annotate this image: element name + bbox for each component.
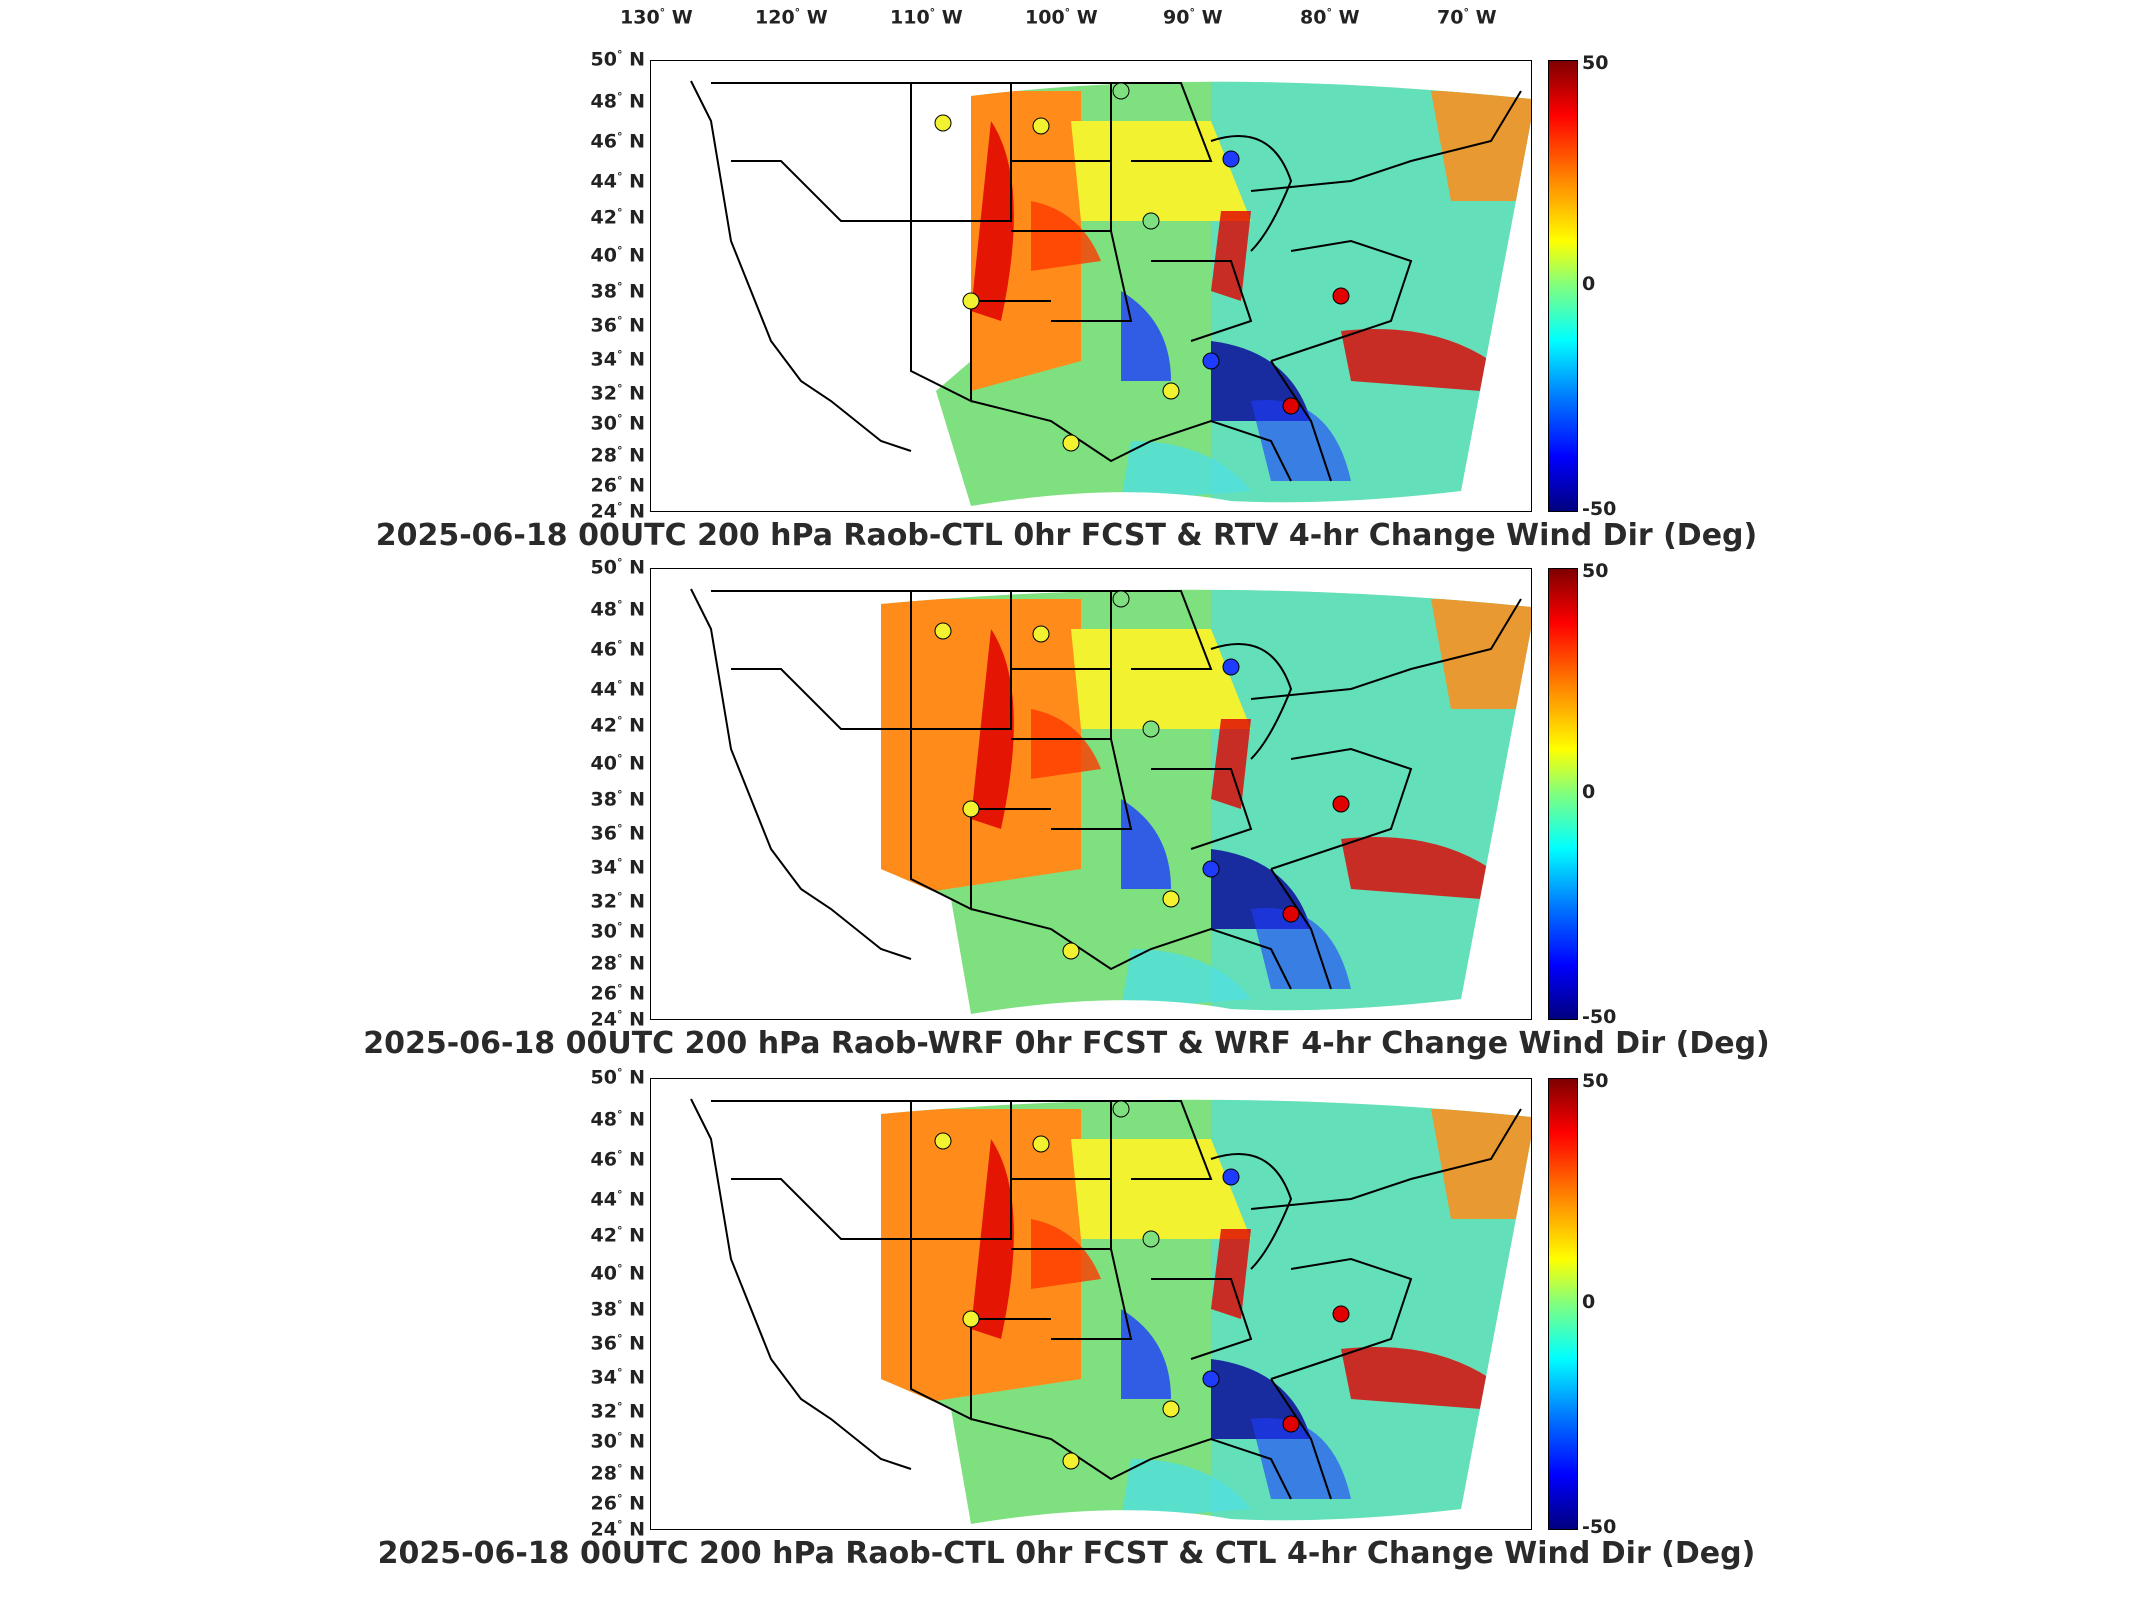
lat-tick: 38° N [590,788,645,811]
wind-direction-map [690,588,1531,1014]
colorbar [1548,568,1578,1020]
lat-tick: 44° N [590,678,645,701]
lat-tick: 32° N [590,1400,645,1423]
panel-title: 2025-06-18 00UTC 200 hPa Raob-CTL 0hr FC… [375,518,1758,553]
lat-tick: 46° N [590,130,645,153]
lat-tick: 44° N [590,1188,645,1211]
lon-tick: 80° W [1300,6,1360,29]
raob-stations [934,1100,1350,1470]
lat-tick: 26° N [590,474,645,497]
lat-tick: 28° N [590,952,645,975]
lon-tick: 70° W [1437,6,1497,29]
lat-tick: 48° N [590,1108,645,1131]
lat-tick: 26° N [590,1492,645,1515]
lat-tick: 42° N [590,714,645,737]
colorbar-max-label: 50 [1582,560,1609,582]
state-boundaries [690,80,1522,482]
map-frame [650,568,1532,1020]
colorbar-mid-label: 0 [1582,1291,1596,1313]
lon-tick: 120° W [755,6,828,29]
lat-tick: 46° N [590,1148,645,1171]
colorbar [1548,60,1578,512]
model-domain-field [881,589,1531,1014]
lat-tick: 36° N [590,1332,645,1355]
wind-direction-map [690,80,1531,506]
lat-tick: 42° N [590,1224,645,1247]
lat-tick: 40° N [590,752,645,775]
lat-tick: 38° N [590,1298,645,1321]
lat-tick: 30° N [590,412,645,435]
lon-tick: 110° W [890,6,963,29]
lat-tick: 50° N [590,1066,645,1089]
lat-tick: 36° N [590,314,645,337]
lat-tick: 28° N [590,444,645,467]
colorbar-min-label: -50 [1582,1516,1617,1538]
map-frame [650,1078,1532,1530]
lat-tick: 24° N [590,1008,645,1031]
colorbar-max-label: 50 [1582,1070,1609,1092]
state-boundaries [690,1098,1522,1500]
lat-tick: 28° N [590,1462,645,1485]
lon-tick: 100° W [1025,6,1098,29]
lat-tick: 30° N [590,920,645,943]
lat-tick: 46° N [590,638,645,661]
lat-tick: 44° N [590,170,645,193]
model-domain-field [881,1099,1531,1524]
lat-tick: 30° N [590,1430,645,1453]
colorbar-mid-label: 0 [1582,781,1596,803]
lat-tick: 34° N [590,1366,645,1389]
lat-tick: 48° N [590,598,645,621]
lat-tick: 42° N [590,206,645,229]
lat-tick: 40° N [590,1262,645,1285]
lat-tick: 40° N [590,244,645,267]
lat-tick: 26° N [590,982,645,1005]
lat-tick: 32° N [590,382,645,405]
colorbar [1548,1078,1578,1530]
panel-title: 2025-06-18 00UTC 200 hPa Raob-WRF 0hr FC… [363,1026,1770,1061]
lat-tick: 36° N [590,822,645,845]
lat-tick: 24° N [590,1518,645,1541]
state-boundaries [690,588,1522,990]
lon-tick: 90° W [1163,6,1223,29]
lat-tick: 50° N [590,556,645,579]
colorbar-mid-label: 0 [1582,273,1596,295]
model-domain-field [936,81,1531,506]
lat-tick: 24° N [590,500,645,523]
lat-tick: 34° N [590,856,645,879]
lon-tick: 130° W [620,6,693,29]
raob-stations [934,82,1350,452]
lat-tick: 32° N [590,890,645,913]
colorbar-min-label: -50 [1582,1006,1617,1028]
colorbar-max-label: 50 [1582,52,1609,74]
lat-tick: 50° N [590,48,645,71]
lat-tick: 48° N [590,90,645,113]
map-frame [650,60,1532,512]
lat-tick: 38° N [590,280,645,303]
panel-title: 2025-06-18 00UTC 200 hPa Raob-CTL 0hr FC… [377,1536,1756,1571]
wind-direction-map [690,1098,1531,1524]
lat-tick: 34° N [590,348,645,371]
raob-stations [934,590,1350,960]
colorbar-min-label: -50 [1582,498,1617,520]
